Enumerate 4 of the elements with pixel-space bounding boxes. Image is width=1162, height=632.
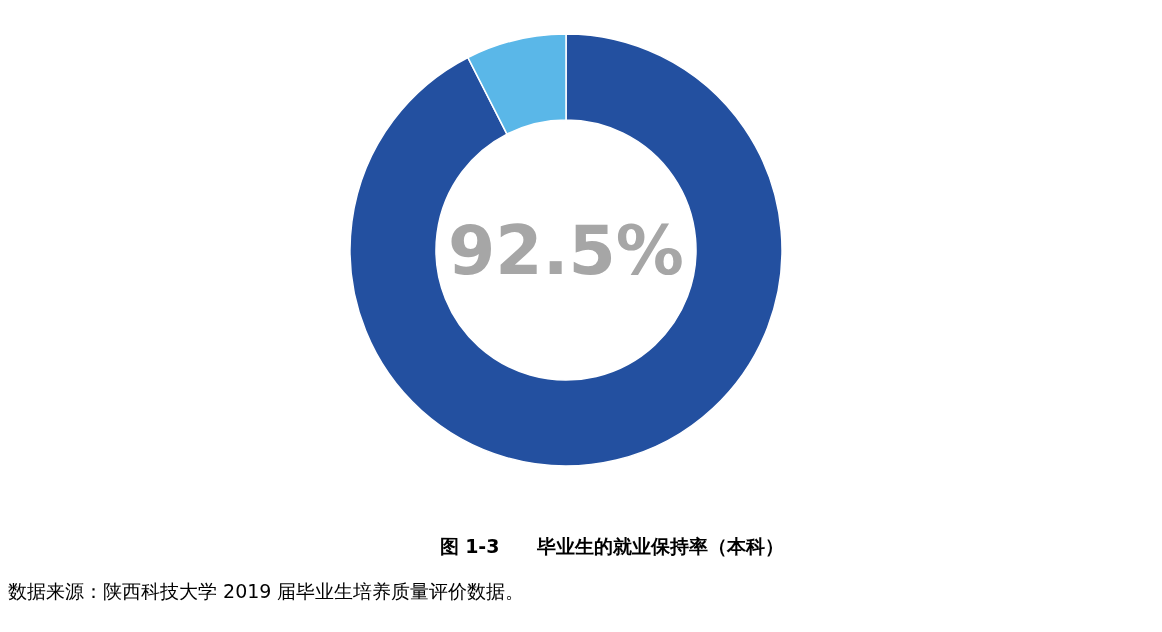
donut-slice — [349, 33, 783, 467]
text: 图 1-3 毕业生的就业保持率（本科） — [439, 535, 785, 557]
source-note: 数据来源：陕西科技大学 2019 届毕业生培养质量评价数据。 — [8, 580, 525, 602]
data-label: 92.5% — [448, 210, 684, 290]
